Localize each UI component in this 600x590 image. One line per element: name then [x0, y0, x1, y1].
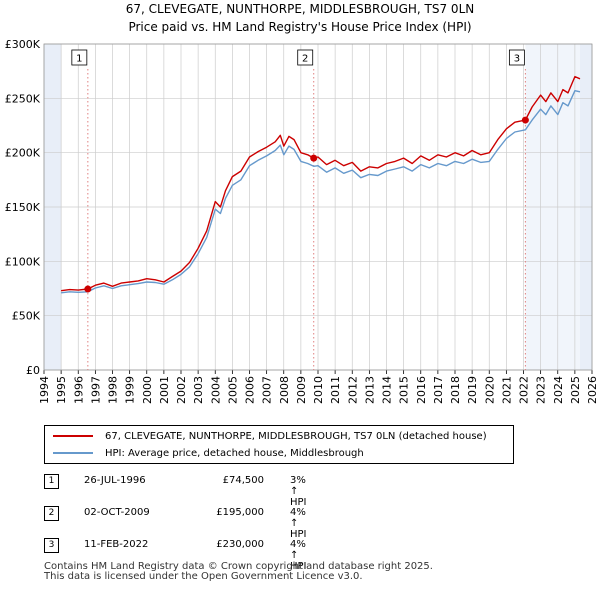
footer-copyright: Contains HM Land Registry data © Crown c… — [44, 561, 433, 572]
x-tick-label: 2009 — [295, 376, 308, 404]
sale-marker-box — [508, 49, 525, 66]
sale-number-badge: 1 — [44, 474, 59, 489]
sale-marker-label: 3 — [514, 54, 520, 65]
sale-hpi-diff: 3% ↑ HPI — [290, 475, 307, 508]
legend-item-property: 67, CLEVEGATE, NUNTHORPE, MIDDLESBROUGH,… — [45, 428, 487, 444]
x-tick-label: 2017 — [432, 376, 445, 404]
x-tick-label: 2016 — [415, 376, 428, 404]
x-tick-label: 2012 — [346, 376, 359, 404]
x-tick-label: 2013 — [363, 376, 376, 404]
sale-marker-box — [71, 49, 88, 66]
x-tick-label: 2021 — [500, 376, 513, 404]
sale-hpi-diff: 4% ↑ HPI — [290, 539, 307, 572]
legend-item-hpi: HPI: Average price, detached house, Midd… — [45, 445, 364, 461]
x-tick-label: 2010 — [312, 376, 325, 404]
legend-swatch-red — [53, 435, 93, 437]
x-tick-label: 2024 — [552, 376, 565, 404]
y-tick-label: £300K — [5, 38, 41, 51]
x-tick-label: 2015 — [398, 376, 411, 404]
sale-date: 11-FEB-2022 — [84, 539, 149, 550]
x-tick-label: 2011 — [329, 376, 342, 404]
y-tick-label: £150K — [5, 201, 41, 214]
legend-label: 67, CLEVEGATE, NUNTHORPE, MIDDLESBROUGH,… — [105, 430, 487, 442]
x-tick-label: 2007 — [261, 376, 274, 404]
sale-point — [310, 154, 318, 162]
x-tick-label: 1998 — [107, 376, 120, 404]
x-tick-label: 1996 — [72, 376, 85, 404]
sale-hpi-diff: 4% ↑ HPI — [290, 507, 307, 540]
y-tick-label: £0 — [26, 364, 40, 377]
sale-number-badge: 3 — [44, 538, 59, 553]
sale-date: 02-OCT-2009 — [84, 507, 150, 518]
sale-point — [521, 116, 529, 124]
sale-price: £74,500 — [222, 475, 264, 486]
sale-marker-box — [297, 49, 314, 66]
x-tick-label: 2005 — [226, 376, 239, 404]
y-tick-label: £100K — [5, 255, 41, 268]
sale-point — [84, 285, 92, 293]
x-tick-label: 2025 — [569, 376, 582, 404]
x-tick-label: 2004 — [209, 376, 222, 404]
x-tick-label: 1999 — [124, 376, 137, 404]
x-tick-label: 2022 — [518, 376, 531, 404]
x-tick-label: 2014 — [381, 376, 394, 404]
sale-price: £230,000 — [216, 539, 264, 550]
x-tick-label: 2002 — [175, 376, 188, 404]
legend-label: HPI: Average price, detached house, Midd… — [105, 447, 364, 459]
sale-number-badge: 2 — [44, 506, 59, 521]
price-chart: £0 £50K £100K £150K £200K £250K £300K 1994 1995 1… — [5, 38, 599, 404]
footer-licence: This data is licensed under the Open Gov… — [44, 571, 363, 582]
sale-price: £195,000 — [216, 507, 264, 518]
x-tick-label: 2026 — [586, 376, 599, 404]
chart-title-line1: 67, CLEVEGATE, NUNTHORPE, MIDDLESBROUGH,… — [125, 2, 475, 16]
x-tick-label: 2006 — [244, 376, 257, 404]
y-tick-label: £200K — [5, 147, 41, 160]
footer: Contains HM Land Registry data © Crown c… — [44, 562, 433, 582]
x-tick-label: 2023 — [535, 376, 548, 404]
sale-date: 26-JUL-1996 — [84, 475, 146, 486]
x-tick-label: 2000 — [141, 376, 154, 404]
x-tick-label: 1995 — [55, 376, 68, 404]
series-line-hpi — [61, 89, 581, 294]
sale-marker-label: 1 — [76, 54, 82, 65]
y-tick-label: £250K — [5, 92, 41, 105]
legend: 67, CLEVEGATE, NUNTHORPE, MIDDLESBROUGH,… — [44, 425, 514, 464]
x-tick-label: 2001 — [158, 376, 171, 404]
y-tick-label: £50K — [12, 310, 41, 323]
chart-title-line2: Price paid vs. HM Land Registry's House … — [128, 20, 472, 34]
x-tick-label: 2019 — [466, 376, 479, 404]
plot-frame — [43, 43, 593, 371]
x-tick-label: 2003 — [192, 376, 205, 404]
legend-swatch-blue — [53, 452, 93, 454]
x-tick-label: 2008 — [278, 376, 291, 404]
x-tick-label: 1997 — [89, 376, 102, 404]
x-tick-label: 2020 — [483, 376, 496, 404]
x-tick-label: 1994 — [38, 376, 51, 404]
sale-marker-label: 2 — [302, 54, 308, 65]
x-tick-label: 2018 — [449, 376, 462, 404]
